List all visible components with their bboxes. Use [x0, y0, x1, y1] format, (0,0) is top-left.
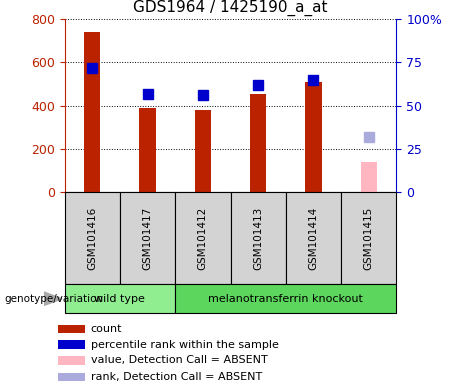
- Text: value, Detection Call = ABSENT: value, Detection Call = ABSENT: [91, 356, 267, 366]
- Text: GSM101415: GSM101415: [364, 207, 374, 270]
- FancyBboxPatch shape: [341, 192, 396, 284]
- Polygon shape: [44, 292, 62, 306]
- Text: GSM101417: GSM101417: [142, 207, 153, 270]
- Text: melanotransferrin knockout: melanotransferrin knockout: [208, 293, 363, 304]
- Bar: [195, 110, 211, 192]
- Bar: [139, 108, 156, 192]
- FancyBboxPatch shape: [175, 192, 230, 284]
- Text: GSM101414: GSM101414: [308, 207, 319, 270]
- Bar: [58, 324, 85, 333]
- FancyBboxPatch shape: [175, 284, 396, 313]
- FancyBboxPatch shape: [286, 192, 341, 284]
- FancyBboxPatch shape: [120, 192, 175, 284]
- Bar: [58, 341, 85, 349]
- Bar: [361, 162, 377, 192]
- Bar: [250, 94, 266, 192]
- Title: GDS1964 / 1425190_a_at: GDS1964 / 1425190_a_at: [133, 0, 328, 17]
- Text: percentile rank within the sample: percentile rank within the sample: [91, 339, 278, 349]
- Text: GSM101412: GSM101412: [198, 207, 208, 270]
- FancyBboxPatch shape: [230, 192, 286, 284]
- Text: GSM101416: GSM101416: [87, 207, 97, 270]
- Bar: [84, 32, 100, 192]
- Text: genotype/variation: genotype/variation: [5, 294, 104, 304]
- Text: wild type: wild type: [95, 293, 145, 304]
- Text: rank, Detection Call = ABSENT: rank, Detection Call = ABSENT: [91, 372, 262, 382]
- Text: count: count: [91, 324, 122, 334]
- FancyBboxPatch shape: [65, 284, 175, 313]
- FancyBboxPatch shape: [65, 192, 120, 284]
- Bar: [58, 373, 85, 381]
- Bar: [305, 82, 322, 192]
- Text: GSM101413: GSM101413: [253, 207, 263, 270]
- Bar: [58, 356, 85, 365]
